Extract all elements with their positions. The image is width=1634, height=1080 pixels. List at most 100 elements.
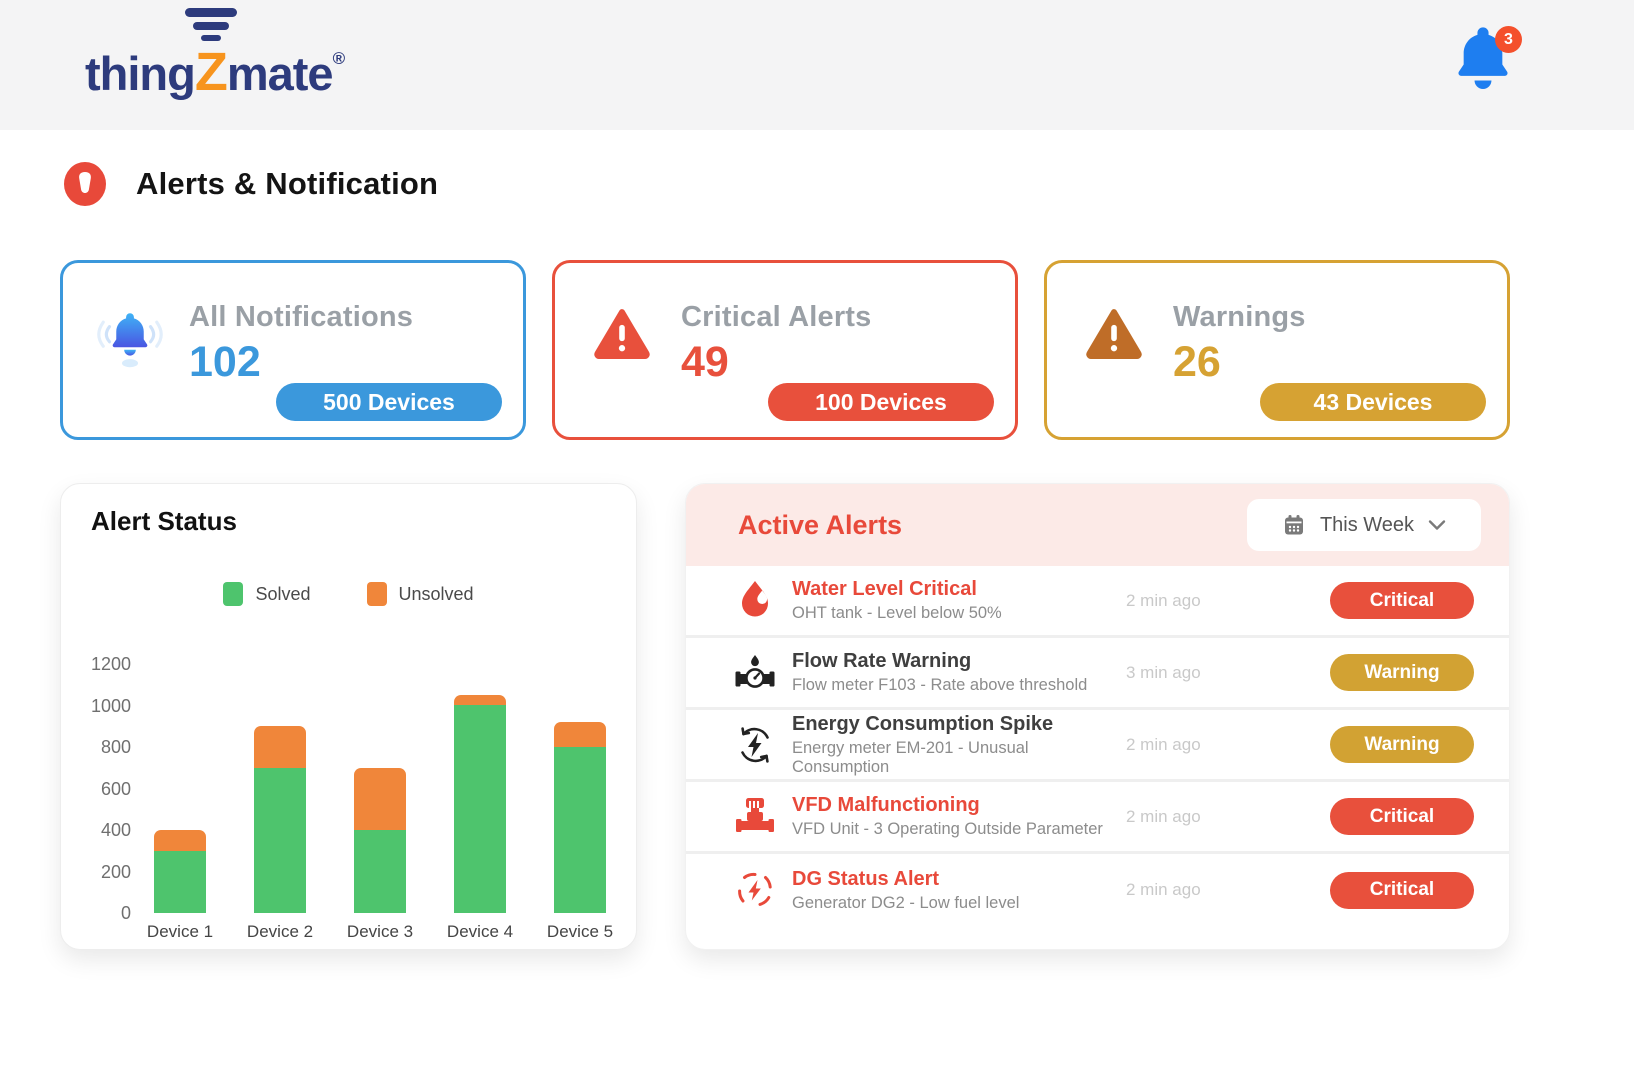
card-count: 26 xyxy=(1173,338,1221,386)
card-count: 102 xyxy=(189,338,261,386)
bar-column: Device 3 xyxy=(345,664,415,941)
legend-item-unsolved: Unsolved xyxy=(366,582,474,606)
alert-description: OHT tank - Level below 50% xyxy=(792,604,1002,622)
logo-text-thing: thing xyxy=(85,47,196,100)
card-title: Warnings xyxy=(1173,301,1306,333)
page-title: Alerts & Notification xyxy=(136,166,439,201)
alert-severity-badge: Warning xyxy=(1330,654,1474,691)
flow-meter-icon xyxy=(734,652,776,694)
summary-card[interactable]: Critical Alerts 49 100 Devices xyxy=(552,260,1018,440)
notification-bell-button[interactable]: 3 xyxy=(1454,24,1522,104)
card-devices-pill: 43 Devices xyxy=(1260,383,1486,421)
time-filter-label: This Week xyxy=(1319,513,1415,536)
dg-generator-icon xyxy=(734,869,776,911)
solved-segment xyxy=(254,768,306,913)
logo-text-mate: mate xyxy=(226,47,334,100)
bar-column: Device 5 xyxy=(545,664,615,941)
water-drop-icon xyxy=(734,579,776,623)
chart-legend: Solved Unsolved xyxy=(61,582,636,606)
alert-status-chart-card: Alert Status Solved Unsolved 0 200 400 600 8… xyxy=(60,483,637,950)
card-devices-pill: 500 Devices xyxy=(276,383,502,421)
bar-column: Device 1 xyxy=(145,664,215,941)
alert-time: 2 min ago xyxy=(1126,734,1201,754)
warning-triangle-icon xyxy=(1081,301,1147,361)
alert-title: DG Status Alert xyxy=(792,867,940,890)
alert-row[interactable]: DG Status Alert Generator DG2 - Low fuel… xyxy=(686,854,1509,926)
solved-segment xyxy=(554,747,606,913)
alert-title: Water Level Critical xyxy=(792,578,977,600)
vfd-unit-icon xyxy=(734,796,776,838)
legend-label: Unsolved xyxy=(398,583,474,604)
alert-description: VFD Unit - 3 Operating Outside Parameter xyxy=(792,820,1103,838)
alert-description: Energy meter EM-201 - Unusual Consumptio… xyxy=(792,738,1029,776)
active-alerts-panel: Active Alerts This Week xyxy=(685,483,1510,950)
alert-row[interactable]: VFD Malfunctioning VFD Unit - 3 Operatin… xyxy=(686,782,1509,854)
top-band: thing Zmate® 3 xyxy=(0,0,1634,130)
unsolved-segment xyxy=(454,695,506,705)
x-axis-label: Device 1 xyxy=(146,922,214,941)
x-axis-label: Device 4 xyxy=(446,922,514,941)
active-alerts-header: Active Alerts This Week xyxy=(686,484,1509,566)
legend-item-solved: Solved xyxy=(223,582,311,606)
alert-row[interactable]: Energy Consumption Spike Energy meter EM… xyxy=(686,710,1509,782)
x-axis-label: Device 3 xyxy=(346,922,414,941)
alert-row[interactable]: Flow Rate Warning Flow meter F103 - Rate… xyxy=(686,638,1509,710)
y-axis-tick: 600 xyxy=(100,778,131,799)
unsolved-segment xyxy=(154,830,206,851)
app-logo: thing Zmate® xyxy=(85,8,346,100)
x-axis-label: Device 2 xyxy=(246,922,314,941)
card-title: Critical Alerts xyxy=(681,301,872,333)
solved-swatch-icon xyxy=(223,582,244,606)
y-axis-tick: 400 xyxy=(100,820,131,840)
alert-title: Energy Consumption Spike xyxy=(792,712,1054,735)
summary-cards-row: All Notifications 102 500 Devices Critic… xyxy=(60,260,1510,440)
y-axis-tick: 200 xyxy=(100,861,131,882)
x-axis-label: Device 5 xyxy=(546,922,614,941)
alert-description: Flow meter F103 - Rate above threshold xyxy=(792,676,1088,694)
solved-segment xyxy=(154,851,206,913)
card-title: All Notifications xyxy=(189,301,414,333)
alert-severity-badge: Warning xyxy=(1330,726,1474,763)
alert-description: Generator DG2 - Low fuel level xyxy=(792,893,1020,912)
critical-warning-triangle-icon xyxy=(589,301,655,361)
chart-body: 0 200 400 600 800 1000 1200 Device 1 Device 2 De… xyxy=(83,654,615,941)
alert-title: Flow Rate Warning xyxy=(792,650,972,672)
card-devices-pill: 100 Devices xyxy=(768,383,994,421)
alert-severity-badge: Critical xyxy=(1330,798,1474,835)
y-axis-tick: 1000 xyxy=(90,695,131,716)
unsolved-segment xyxy=(254,726,306,768)
alert-severity-badge: Critical xyxy=(1330,582,1474,619)
y-axis-tick: 800 xyxy=(100,737,131,757)
alert-exclamation-icon xyxy=(64,162,106,206)
unsolved-segment xyxy=(554,722,606,747)
solved-segment xyxy=(454,705,506,913)
summary-card[interactable]: All Notifications 102 500 Devices xyxy=(60,260,526,440)
chevron-down-icon xyxy=(1428,520,1446,530)
chart-title: Alert Status xyxy=(91,506,237,536)
unsolved-swatch-icon xyxy=(366,582,387,606)
summary-card[interactable]: Warnings 26 43 Devices xyxy=(1044,260,1510,440)
legend-label: Solved xyxy=(255,583,311,604)
bar-column: Device 4 xyxy=(445,664,515,941)
time-filter-dropdown[interactable]: This Week xyxy=(1247,499,1481,551)
alert-title: VFD Malfunctioning xyxy=(792,794,980,816)
y-axis: 0 200 400 600 800 1000 1200 xyxy=(83,654,131,923)
alert-severity-badge: Critical xyxy=(1330,871,1474,909)
energy-cycle-icon xyxy=(734,724,776,766)
notifications-bell-icon xyxy=(97,301,163,375)
bar-plot: Device 1 Device 2 Device 3 Device 4 Device 5 xyxy=(145,664,615,941)
alert-time: 2 min ago xyxy=(1126,590,1201,610)
registered-mark: ® xyxy=(332,49,346,68)
notification-count-badge: 3 xyxy=(1495,26,1522,53)
y-axis-tick: 1200 xyxy=(90,654,131,674)
page-header: Alerts & Notification xyxy=(64,162,438,206)
alert-row[interactable]: Water Level Critical OHT tank - Level be… xyxy=(686,566,1509,638)
alert-time: 3 min ago xyxy=(1126,662,1201,682)
signal-bars-icon xyxy=(184,8,237,41)
bar-column: Device 2 xyxy=(245,664,315,941)
unsolved-segment xyxy=(354,768,406,830)
alert-time: 2 min ago xyxy=(1126,880,1201,899)
active-alerts-title: Active Alerts xyxy=(738,509,903,540)
alert-time: 2 min ago xyxy=(1126,806,1201,826)
calendar-icon xyxy=(1284,515,1303,535)
